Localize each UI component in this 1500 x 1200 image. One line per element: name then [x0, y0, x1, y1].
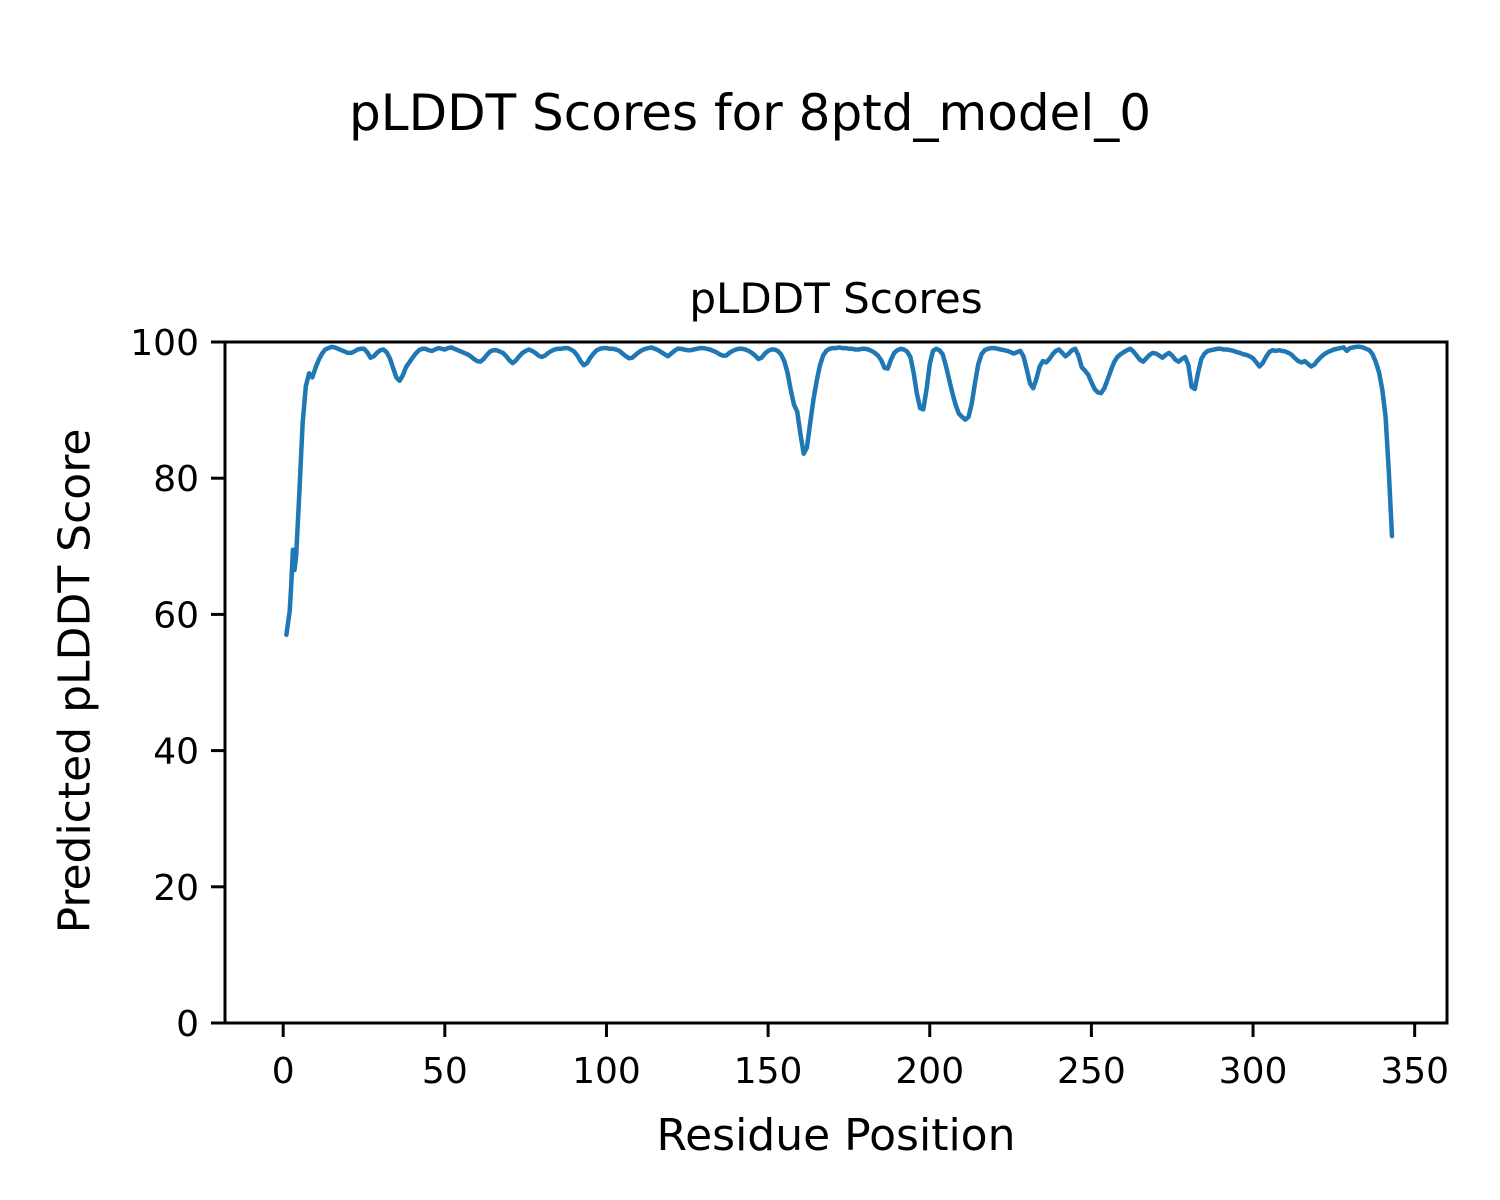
x-tick-label: 50 — [422, 1051, 468, 1092]
x-tick-label: 200 — [895, 1051, 964, 1092]
x-axis-ticks: 0 50 100 150 200 250 300 350 — [272, 1023, 1449, 1092]
plddt-line-series — [284, 344, 1395, 638]
x-tick-label: 0 — [272, 1051, 295, 1092]
y-tick-label: 0 — [176, 1004, 199, 1045]
y-tick-label: 80 — [153, 459, 199, 500]
x-axis-label: Residue Position — [656, 1110, 1016, 1161]
axes-spines — [223, 340, 1449, 1025]
x-tick-label: 300 — [1219, 1051, 1288, 1092]
y-tick-label: 40 — [153, 732, 199, 773]
y-axis-ticks: 0 20 40 60 80 100 — [130, 323, 225, 1045]
x-tick-label: 250 — [1057, 1051, 1126, 1092]
y-tick-label: 20 — [153, 868, 199, 909]
x-tick-label: 350 — [1380, 1051, 1449, 1092]
y-tick-label: 60 — [153, 595, 199, 636]
axes-title: pLDDT Scores — [689, 274, 983, 323]
y-tick-label: 100 — [130, 323, 199, 364]
x-tick-label: 100 — [572, 1051, 641, 1092]
x-tick-label: 150 — [734, 1051, 803, 1092]
figure-title: pLDDT Scores for 8ptd_model_0 — [348, 84, 1152, 142]
